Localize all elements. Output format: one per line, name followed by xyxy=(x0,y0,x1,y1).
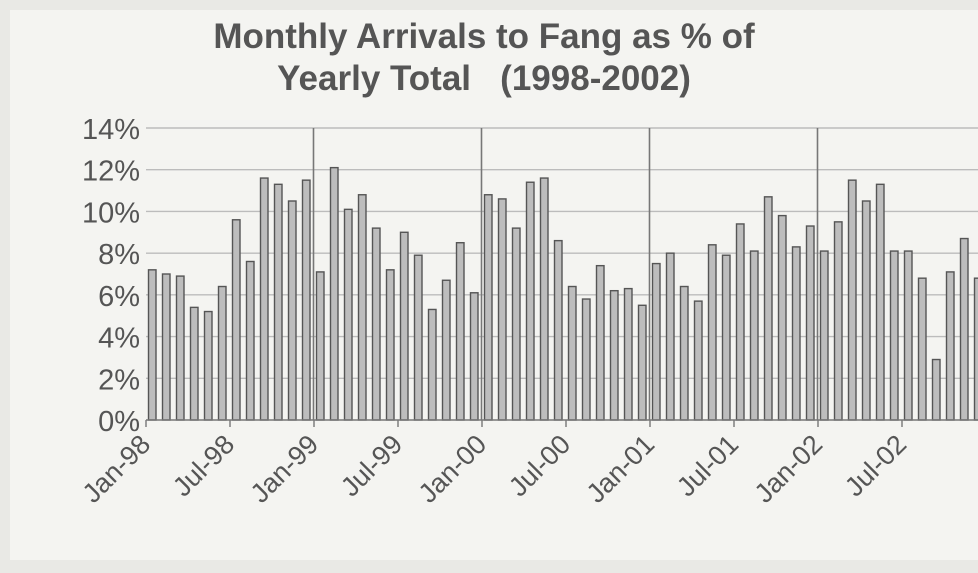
bar xyxy=(819,250,829,421)
bar xyxy=(609,289,619,421)
bar xyxy=(805,225,815,421)
bar xyxy=(945,271,955,421)
bar xyxy=(175,275,185,421)
bar xyxy=(399,231,409,421)
bar xyxy=(791,246,801,421)
bar xyxy=(931,358,941,421)
bar xyxy=(455,242,465,421)
bar xyxy=(539,177,549,421)
bar xyxy=(567,285,577,421)
bar xyxy=(217,285,227,421)
bar xyxy=(553,239,563,421)
bar xyxy=(413,254,423,421)
bar xyxy=(917,277,927,421)
bar xyxy=(973,277,978,421)
bar xyxy=(497,198,507,421)
y-tick-label: 2% xyxy=(98,364,140,396)
bar xyxy=(777,214,787,421)
bar xyxy=(161,273,171,421)
y-tick-label: 12% xyxy=(82,156,140,188)
bar xyxy=(469,292,479,421)
chart-title-line1: Monthly Arrivals to Fang as % of xyxy=(213,17,755,56)
bar xyxy=(623,287,633,421)
bar xyxy=(903,250,913,421)
bar xyxy=(511,227,521,421)
y-tick-label: 14% xyxy=(82,114,140,146)
bar xyxy=(427,308,437,421)
bar xyxy=(385,269,395,421)
chart-frame xyxy=(10,10,978,560)
bar xyxy=(483,194,493,421)
bar xyxy=(203,310,213,421)
bar xyxy=(861,200,871,421)
bar xyxy=(721,254,731,421)
bar xyxy=(595,264,605,421)
y-tick-label: 8% xyxy=(98,239,140,271)
bar xyxy=(329,166,339,421)
x-tick-label: Jul-02 xyxy=(839,429,912,502)
x-tick-label: Jul-01 xyxy=(671,429,744,502)
bar xyxy=(665,252,675,421)
bar xyxy=(693,300,703,421)
x-tick-labels: Jan-98 Jul-98 Jan-99 Jul-99 Jan-00 Jul-00 Jan-… xyxy=(77,429,913,509)
bars xyxy=(147,166,978,421)
bar xyxy=(679,285,689,421)
y-tick-label: 6% xyxy=(98,281,140,313)
bar xyxy=(735,223,745,421)
bar xyxy=(833,221,843,421)
x-tick-label: Jan-99 xyxy=(245,429,325,509)
bar xyxy=(245,260,255,421)
bar xyxy=(357,194,367,421)
x-tick-label: Jan-02 xyxy=(749,429,829,509)
bar xyxy=(889,250,899,421)
x-tick-label: Jul-99 xyxy=(335,429,408,502)
x-tick-label: Jan-01 xyxy=(581,429,661,509)
bar xyxy=(441,279,451,421)
bar xyxy=(581,298,591,421)
bar xyxy=(875,183,885,421)
bar xyxy=(147,269,157,421)
y-tick-label: 0% xyxy=(98,406,140,438)
x-tick-label: Jul-98 xyxy=(167,429,240,502)
chart-title-line2: Yearly Total (1998-2002) xyxy=(277,59,691,98)
bar xyxy=(231,219,241,421)
bar xyxy=(749,250,759,421)
year-dividers xyxy=(312,128,819,420)
bar xyxy=(525,181,535,421)
y-tick-label: 4% xyxy=(98,323,140,355)
axes xyxy=(145,419,978,427)
x-tick-label: Jan-98 xyxy=(77,429,157,509)
bar xyxy=(651,262,661,421)
x-tick-label: Jul-00 xyxy=(503,429,576,502)
bar xyxy=(637,304,647,421)
bar xyxy=(259,177,269,421)
y-tick-label: 10% xyxy=(82,197,140,229)
bar xyxy=(959,237,969,421)
bar xyxy=(343,208,353,421)
chart-title: Monthly Arrivals to Fang as % of Yearly … xyxy=(0,16,968,100)
bar xyxy=(287,200,297,421)
bar xyxy=(315,271,325,421)
bar xyxy=(189,306,199,421)
bar xyxy=(301,179,311,421)
y-tick-labels: 0% 2% 4% 6% 8% 10% 12% 14% xyxy=(82,114,140,438)
bar xyxy=(273,183,283,421)
bar xyxy=(707,244,717,421)
bar xyxy=(371,227,381,421)
bar xyxy=(763,196,773,421)
bar xyxy=(847,179,857,421)
x-tick-label: Jan-00 xyxy=(413,429,493,509)
